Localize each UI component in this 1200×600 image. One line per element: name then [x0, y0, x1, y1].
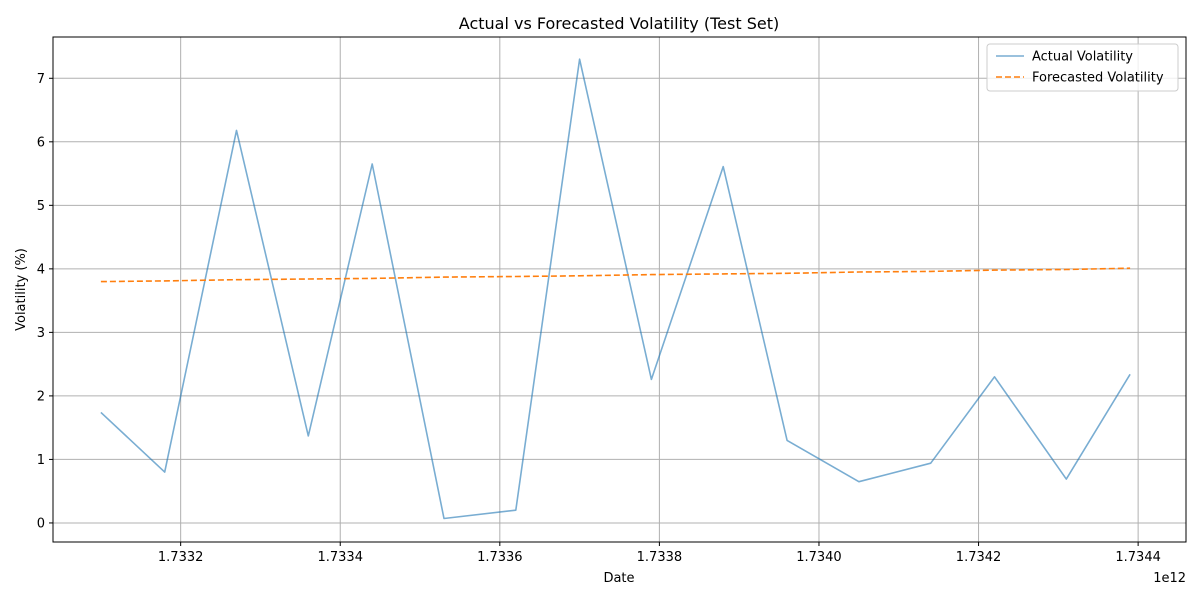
- legend-label-forecasted-volatility: Forecasted Volatility: [1032, 71, 1164, 86]
- y-tick-label: 5: [37, 199, 45, 214]
- y-axis-label: Volatility (%): [14, 248, 29, 331]
- grid: [53, 37, 1186, 542]
- y-tick-label: 6: [37, 135, 45, 150]
- y-axis: 0 1 2 3 4 5 6 7: [37, 72, 53, 531]
- x-tick-label: 1.7344: [1115, 550, 1161, 565]
- legend-box: [986, 43, 1179, 92]
- legend-label-actual-volatility: Actual Volatility: [1032, 50, 1133, 65]
- actual-volatility-line: [100, 58, 1131, 520]
- x-tick-label: 1.7332: [158, 550, 204, 565]
- x-tick-label: 1.7340: [796, 550, 842, 565]
- x-axis-offset-label: 1e12: [1153, 571, 1186, 586]
- y-tick-label: 2: [37, 389, 45, 404]
- x-tick-label: 1.7338: [637, 550, 683, 565]
- x-tick-label: 1.7342: [956, 550, 1002, 565]
- series-group: [100, 58, 1131, 520]
- x-axis-label: Date: [603, 571, 634, 586]
- legend: Actual Volatility Forecasted Volatility: [986, 43, 1179, 92]
- plot-frame: [52, 36, 1187, 543]
- x-axis: 1.7332 1.7334 1.7336 1.7338 1.7340 1.7342 1.73…: [158, 542, 1161, 565]
- chart-title: Actual vs Forecasted Volatility (Test Se…: [459, 14, 779, 33]
- x-tick-label: 1.7336: [477, 550, 523, 565]
- y-tick-label: 1: [37, 453, 45, 468]
- forecasted-volatility-line: [100, 267, 1131, 283]
- y-tick-label: 7: [37, 72, 45, 87]
- y-tick-label: 4: [37, 262, 45, 277]
- x-tick-label: 1.7334: [317, 550, 363, 565]
- y-tick-label: 0: [37, 516, 45, 531]
- y-tick-label: 3: [37, 326, 45, 341]
